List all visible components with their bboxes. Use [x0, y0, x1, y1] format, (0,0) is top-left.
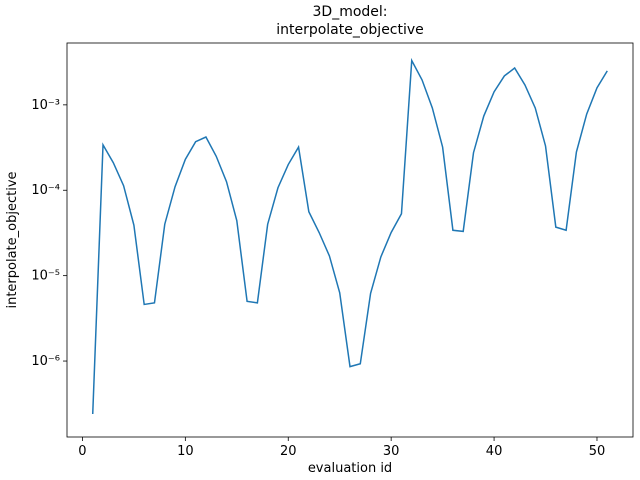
x-tick-label: 0	[78, 444, 86, 459]
data-line	[91, 57, 608, 415]
y-tick-label: 10⁻⁶	[31, 354, 60, 369]
y-tick-label: 10⁻⁵	[31, 269, 60, 284]
x-axis-label: evaluation id	[308, 461, 392, 476]
x-tick-label: 40	[486, 444, 503, 459]
chart-title: 3D_model:	[313, 4, 388, 20]
y-axis-label: interpolate_objective	[5, 171, 20, 308]
x-tick-label: 50	[589, 444, 606, 459]
chart-title: interpolate_objective	[276, 22, 424, 38]
x-tick-label: 10	[177, 444, 194, 459]
plot-frame	[66, 42, 634, 438]
y-tick-label: 10⁻⁴	[31, 183, 60, 198]
x-tick-label: 20	[280, 444, 297, 459]
x-tick-label: 30	[383, 444, 400, 459]
y-tick-label: 10⁻³	[31, 98, 60, 113]
